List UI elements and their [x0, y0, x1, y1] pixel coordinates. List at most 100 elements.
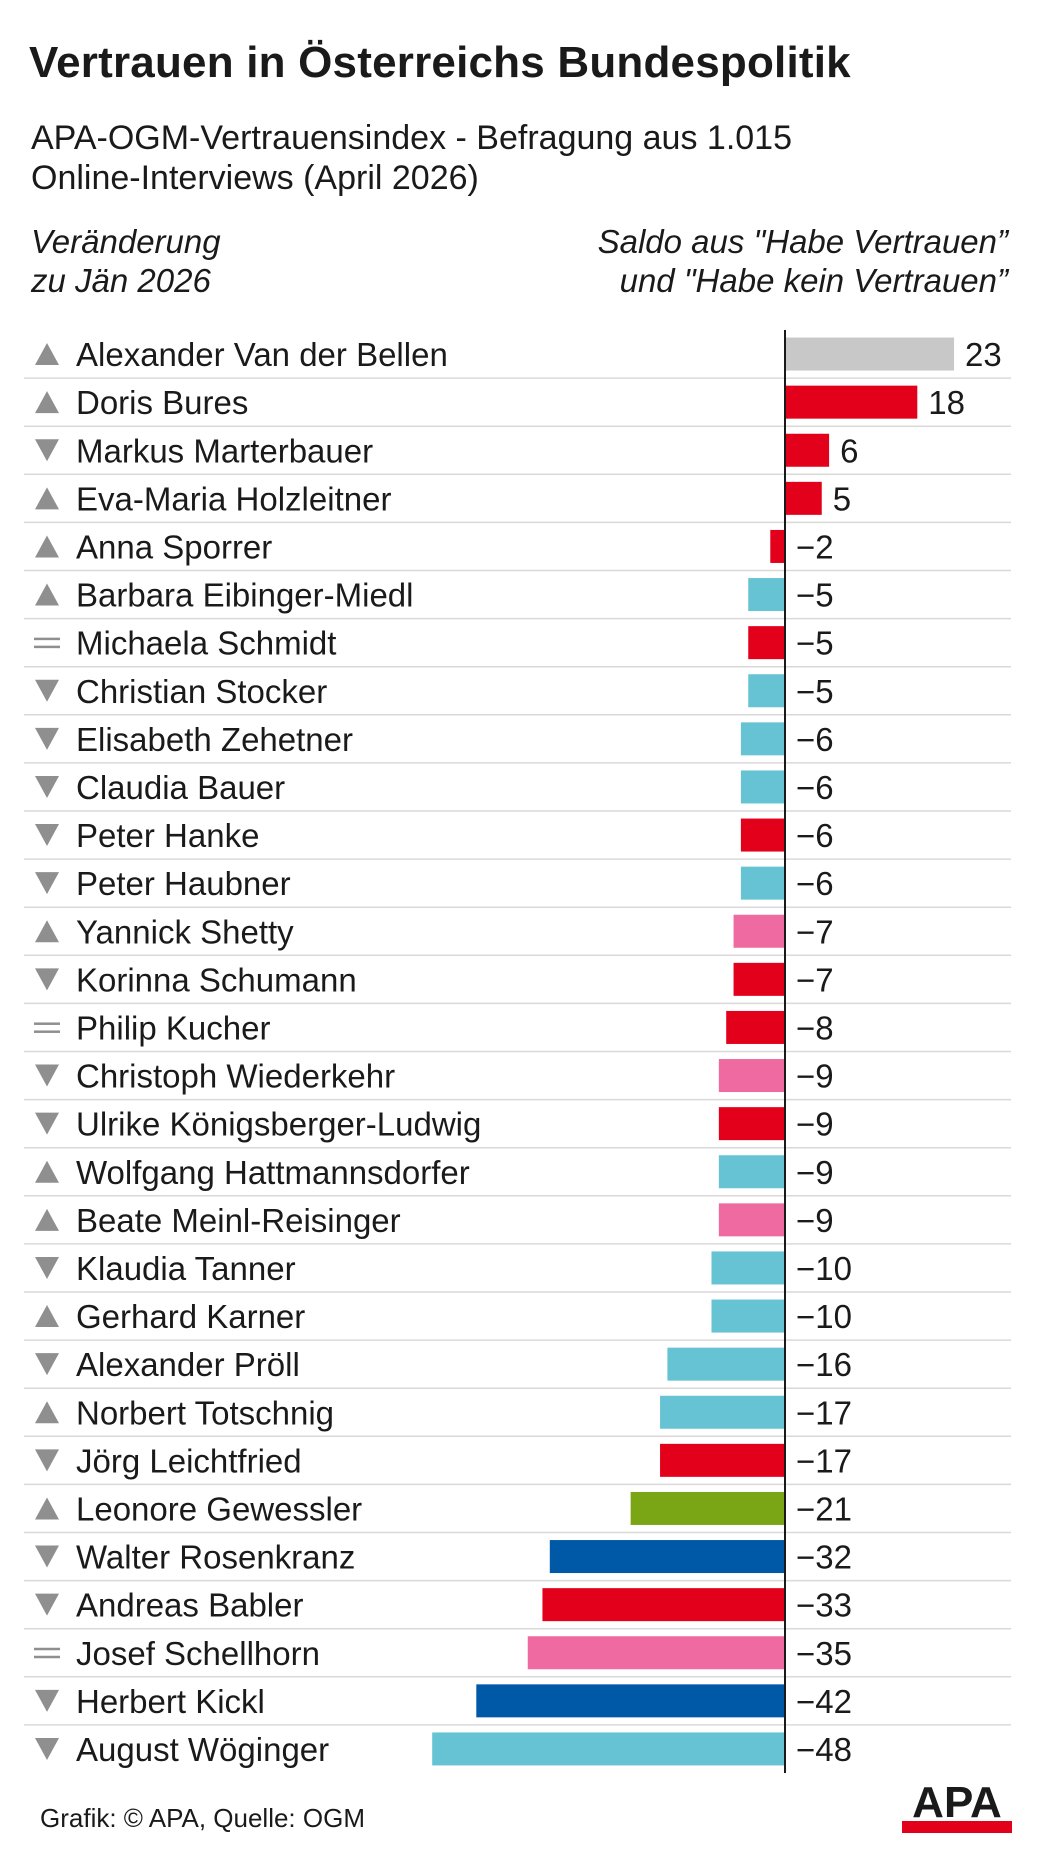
saldo-bar — [711, 1251, 785, 1285]
change-equal-icon — [34, 1655, 60, 1659]
value-label: 23 — [965, 336, 1002, 373]
saldo-bar — [785, 337, 955, 371]
value-label: −10 — [796, 1250, 852, 1287]
politician-name-label: Michaela Schmidt — [76, 625, 336, 662]
change-up-arrow-icon — [35, 1497, 59, 1520]
saldo-bar — [718, 1059, 785, 1093]
change-equal-icon — [34, 1647, 60, 1651]
change-equal-icon — [34, 645, 60, 649]
change-up-arrow-icon — [35, 343, 59, 366]
saldo-bar — [660, 1443, 785, 1477]
saldo-bar — [711, 1299, 785, 1333]
politician-name-label: August Wöginger — [76, 1731, 329, 1768]
politician-name-label: Norbert Totschnig — [76, 1394, 334, 1431]
saldo-bar — [726, 1010, 785, 1044]
change-down-arrow-icon — [35, 1689, 59, 1712]
change-up-arrow-icon — [35, 1160, 59, 1183]
saldo-bar — [667, 1347, 785, 1381]
saldo-bar — [740, 770, 785, 804]
bar-chart: Alexander Van der Bellen 23 Doris Bures 18 M… — [24, 330, 1011, 1773]
politician-name-label: Leonore Gewessler — [76, 1490, 362, 1527]
value-label: −21 — [796, 1490, 852, 1527]
politician-name-label: Doris Bures — [76, 384, 248, 421]
value-label: −35 — [796, 1635, 852, 1672]
change-down-arrow-icon — [35, 1737, 59, 1760]
change-down-arrow-icon — [35, 679, 59, 702]
value-label: −48 — [796, 1731, 852, 1768]
change-down-arrow-icon — [35, 1593, 59, 1616]
chart-subtitle: APA-OGM-Vertrauensindex - Befragung aus … — [31, 118, 931, 198]
subtitle-line-1: APA-OGM-Vertrauensindex - Befragung aus … — [31, 119, 792, 157]
politician-name-label: Elisabeth Zehetner — [76, 721, 353, 758]
value-label: −17 — [796, 1394, 852, 1431]
politician-name-label: Beate Meinl-Reisinger — [76, 1202, 401, 1239]
value-label: −6 — [796, 721, 834, 758]
change-up-arrow-icon — [35, 535, 59, 558]
politician-name-label: Andreas Babler — [76, 1587, 303, 1624]
politician-name-label: Barbara Eibinger-Miedl — [76, 577, 414, 614]
value-label: −9 — [796, 1202, 834, 1239]
politician-name-label: Ulrike Königsberger-Ludwig — [76, 1106, 481, 1143]
value-label: −10 — [796, 1298, 852, 1335]
change-down-arrow-icon — [35, 1353, 59, 1376]
value-label: −7 — [796, 913, 834, 950]
saldo-bar — [733, 914, 785, 948]
value-label: 18 — [928, 384, 965, 421]
value-label: 5 — [833, 480, 851, 517]
saldo-column-header: Saldo aus "Habe Vertrauen” und "Habe kei… — [598, 222, 1008, 300]
politician-name-label: Herbert Kickl — [76, 1683, 265, 1720]
change-down-arrow-icon — [35, 439, 59, 462]
saldo-bar — [785, 481, 822, 515]
value-label: −16 — [796, 1346, 852, 1383]
politician-name-label: Claudia Bauer — [76, 769, 285, 806]
saldo-bar — [740, 818, 785, 852]
change-up-arrow-icon — [35, 920, 59, 943]
politician-name-label: Josef Schellhorn — [76, 1635, 320, 1672]
change-down-arrow-icon — [35, 1545, 59, 1568]
saldo-bar — [748, 578, 785, 612]
politician-name-label: Gerhard Karner — [76, 1298, 305, 1335]
change-down-arrow-icon — [35, 1064, 59, 1087]
value-label: −9 — [796, 1058, 834, 1095]
value-label: −9 — [796, 1106, 834, 1143]
saldo-bar — [432, 1732, 785, 1766]
politician-name-label: Markus Marterbauer — [76, 432, 373, 469]
value-label: −7 — [796, 961, 834, 998]
politician-name-label: Anna Sporrer — [76, 528, 272, 565]
subtitle-line-2: Online-Interviews (April 2026) — [31, 159, 479, 197]
politician-name-label: Yannick Shetty — [76, 913, 294, 950]
change-down-arrow-icon — [35, 1256, 59, 1279]
change-up-arrow-icon — [35, 1401, 59, 1424]
politician-name-label: Jörg Leichtfried — [76, 1442, 302, 1479]
value-label: −2 — [796, 528, 834, 565]
saldo-bar — [785, 433, 830, 467]
value-label: −6 — [796, 865, 834, 902]
change-down-arrow-icon — [35, 775, 59, 798]
politician-name-label: Wolfgang Hattmannsdorfer — [76, 1154, 470, 1191]
change-down-arrow-icon — [35, 727, 59, 750]
change-up-arrow-icon — [35, 583, 59, 606]
change-down-arrow-icon — [35, 1112, 59, 1135]
value-label: −32 — [796, 1539, 852, 1576]
value-label: −5 — [796, 577, 834, 614]
value-label: −6 — [796, 769, 834, 806]
value-label: −17 — [796, 1442, 852, 1479]
value-label: −42 — [796, 1683, 852, 1720]
politician-name-label: Walter Rosenkranz — [76, 1539, 355, 1576]
change-down-arrow-icon — [35, 1449, 59, 1472]
saldo-bar — [770, 529, 785, 563]
change-down-arrow-icon — [35, 872, 59, 895]
politician-name-label: Peter Hanke — [76, 817, 259, 854]
saldo-bar — [527, 1636, 785, 1670]
apa-logo-bar — [902, 1821, 1012, 1833]
politician-name-label: Christoph Wiederkehr — [76, 1058, 395, 1095]
saldo-bar — [660, 1395, 785, 1429]
saldo-bar — [542, 1588, 785, 1622]
change-up-arrow-icon — [35, 1208, 59, 1231]
change-equal-icon — [34, 637, 60, 641]
politician-name-label: Klaudia Tanner — [76, 1250, 296, 1287]
politician-name-label: Eva-Maria Holzleitner — [76, 480, 391, 517]
change-equal-icon — [34, 1022, 60, 1025]
change-up-arrow-icon — [35, 487, 59, 510]
footer-credit: Grafik: © APA, Quelle: OGM — [40, 1803, 365, 1833]
